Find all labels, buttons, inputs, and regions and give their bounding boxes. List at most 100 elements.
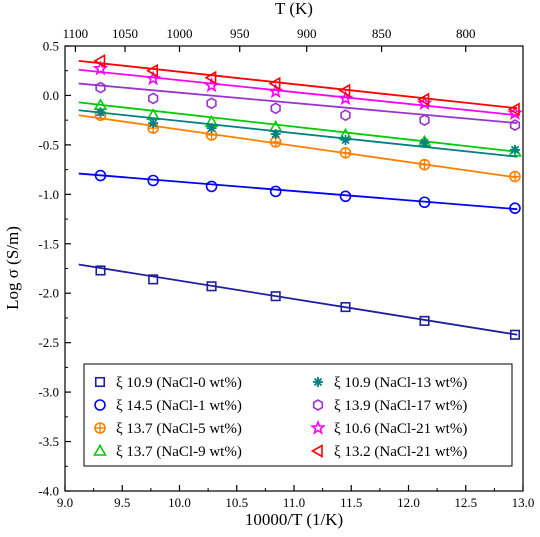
top-tick-label: 1000 [167,26,193,41]
top-tick-label: 900 [297,26,317,41]
series-2 [78,169,521,214]
x-axis-ticks: 9.0 9.5 10.0 10.5 11.0 11.5 12.0 12.5 13.0 [57,485,534,510]
y-tick-label: -2.0 [38,286,59,301]
y-tick-label: -3.5 [38,434,59,449]
y-axis-ticks: 0.5 0.0 -0.5 -1.0 -1.5 -2.0 -2.5 -3.0 -3.5 -4.0 [38,39,71,499]
data-point [419,114,430,127]
top-axis-ticks: 1100 1050 1000 950 900 850 800 [63,26,476,52]
data-point [270,291,281,302]
data-point [206,123,217,134]
data-point [270,102,281,115]
legend-entry: ξ 13.7 (NaCl-5 wt%) [94,421,242,437]
legend-entry: ξ 10.9 (NaCl-0 wt%) [94,375,242,391]
y-tick-label: -1.0 [38,187,59,202]
y-axis-title: Log σ (S/m) [3,226,22,310]
data-point [509,170,521,183]
top-tick-label: 1050 [112,26,138,41]
data-point [509,144,520,155]
data-point [148,274,159,285]
data-point [418,158,431,171]
fit-line [78,263,518,336]
data-point [509,119,521,132]
series-6 [78,81,521,132]
legend-marker [93,443,107,456]
x-axis-title: 10000/T (1/K) [245,510,343,529]
y-tick-label: 0.5 [43,39,59,54]
legend-marker [94,376,106,388]
data-point [95,265,106,276]
x-tick-label: 9.5 [114,495,130,510]
legend-entry: ξ 10.6 (NaCl-21 wt%) [310,419,467,437]
data-point [147,174,159,187]
series-1 [78,263,521,340]
legend-entry: ξ 13.9 (NaCl-17 wt%) [312,398,467,414]
data-point [509,202,521,214]
x-tick-label: 10.5 [225,495,248,510]
legend-label: ξ 13.2 (NaCl-21 wt%) [334,444,467,460]
legend: ξ 10.9 (NaCl-0 wt%) ξ 14.5 (NaCl-1 wt%) ξ … [83,363,513,467]
data-point [419,315,430,326]
legend-entry: ξ 10.9 (NaCl-13 wt%) [313,375,467,391]
data-point [340,302,351,313]
top-tick-label: 950 [230,26,250,41]
data-point [419,137,430,148]
data-point [148,92,159,105]
data-point [146,63,158,78]
data-point [339,190,352,203]
y-tick-label: -0.5 [38,137,59,152]
series-5 [78,107,520,158]
top-axis-title: T (K) [275,0,313,18]
legend-box [83,363,513,467]
data-point [417,92,430,107]
top-tick-label: 800 [456,26,476,41]
x-tick-label: 11.5 [340,495,362,510]
data-point [339,147,352,159]
x-tick-label: 12.0 [397,495,420,510]
data-point [507,102,520,117]
legend-label: ξ 13.7 (NaCl-5 wt%) [116,421,242,437]
data-point [93,53,106,68]
data-point [94,169,107,182]
fit-line [78,109,518,158]
data-point [340,109,351,122]
legend-label: ξ 10.9 (NaCl-13 wt%) [334,375,467,391]
legend-label: ξ 14.5 (NaCl-1 wt%) [116,398,242,414]
plot-area [78,53,523,340]
legend-label: ξ 13.7 (NaCl-9 wt%) [116,444,242,460]
legend-marker [310,419,326,435]
legend-entry: ξ 14.5 (NaCl-1 wt%) [94,398,242,414]
x-tick-label: 11.0 [283,495,305,510]
data-point [148,118,159,129]
legend-label: ξ 13.9 (NaCl-17 wt%) [334,398,467,414]
data-point [206,281,217,292]
y-tick-label: -2.5 [38,335,59,350]
data-point [268,76,281,91]
data-point [206,97,217,110]
data-point [418,196,431,209]
legend-marker [312,399,324,411]
legend-marker [313,377,323,387]
legend-label: ξ 10.9 (NaCl-0 wt%) [116,375,242,391]
data-point [204,70,217,85]
legend-marker [94,422,106,434]
y-tick-label: -1.5 [38,236,59,251]
data-point [205,180,218,193]
fit-line [78,82,518,125]
legend-entry: ξ 13.2 (NaCl-21 wt%) [310,444,467,460]
data-point [95,107,106,118]
y-tick-label: -4.0 [38,484,59,499]
data-point [270,129,281,140]
x-tick-label: 9.0 [57,495,73,510]
data-point [269,185,282,198]
data-point [340,134,351,145]
x-tick-label: 12.5 [454,495,477,510]
top-tick-label: 1100 [63,26,89,41]
y-tick-label: -3.0 [38,385,59,400]
x-tick-label: 10.0 [168,495,191,510]
legend-marker [94,399,106,411]
data-point [338,83,351,98]
top-tick-label: 850 [372,26,392,41]
y-tick-label: 0.0 [43,88,59,103]
legend-entry: ξ 13.7 (NaCl-9 wt%) [93,443,242,460]
